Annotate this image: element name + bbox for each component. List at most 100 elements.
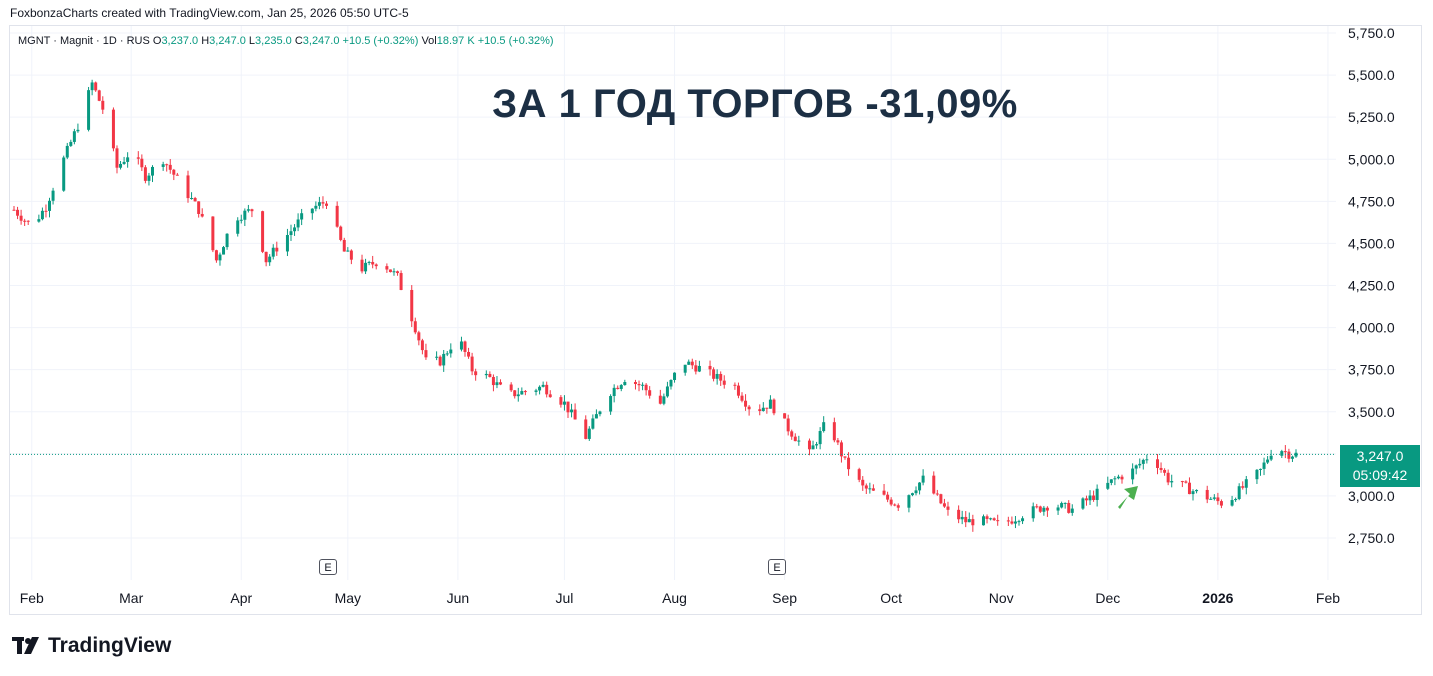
candle-body [960, 516, 964, 520]
candle-body [289, 231, 293, 236]
candle-body [65, 145, 69, 158]
candle-body [1230, 500, 1234, 506]
candle-body [463, 341, 467, 352]
candle-body [981, 516, 985, 526]
candle-body [989, 518, 993, 520]
candle-body [616, 387, 620, 389]
candle-body [946, 506, 950, 510]
candle-body [1219, 501, 1223, 506]
candle-body [48, 200, 52, 211]
candle-body [715, 373, 719, 379]
candle-body [708, 365, 712, 370]
candle-body [1195, 489, 1199, 492]
candle-body [271, 247, 275, 257]
candle-body [438, 356, 442, 366]
candle-body [236, 220, 240, 234]
candle-body [559, 397, 563, 405]
candle-body [697, 365, 701, 372]
candle-body [186, 175, 190, 199]
y-tick-label: 4,000.0 [1348, 320, 1395, 336]
candle-body [1280, 451, 1284, 456]
candle-body [342, 239, 346, 252]
candle-body [687, 361, 691, 365]
candle-body [694, 365, 698, 372]
candle-body [420, 340, 424, 351]
candle-body [832, 422, 836, 441]
candle-body [62, 157, 66, 191]
candle-body [744, 400, 748, 407]
candle-body [396, 271, 400, 274]
y-tick-label: 5,500.0 [1348, 67, 1395, 83]
low-value: 3,235.0 [255, 35, 292, 47]
candle-body [1120, 476, 1124, 480]
candle-body [122, 161, 126, 164]
last-price-value: 3,247.0 [1356, 448, 1404, 464]
candle-body [1109, 479, 1113, 483]
candle-body [761, 407, 765, 412]
candle-body [367, 261, 371, 263]
candle-body [843, 456, 847, 458]
candle-body [1113, 478, 1117, 480]
ohlc-legend: MGNT · Magnit · 1D · RUS O3,237.0 H3,247… [18, 35, 554, 47]
candle-body [360, 259, 364, 272]
last-price-badge: 3,247.0 05:09:42 [1340, 445, 1420, 487]
candle-body [275, 247, 279, 252]
candle-body [822, 422, 826, 432]
candle-body [811, 445, 815, 450]
candle-body [1255, 469, 1259, 480]
candle-body [392, 271, 396, 273]
candle-body [1138, 463, 1142, 466]
candle-body [413, 321, 417, 333]
x-tick-label: Feb [1316, 590, 1340, 606]
candle-body [410, 289, 414, 322]
candle-body [861, 479, 865, 486]
candle-body [857, 469, 861, 480]
candle-body [1205, 489, 1209, 500]
candle-body [541, 384, 545, 387]
candle-body [513, 390, 517, 397]
candle-body [534, 390, 538, 392]
candle-body [939, 494, 943, 504]
candle-body [1045, 507, 1049, 511]
candle-body [250, 209, 254, 212]
candle-body [733, 384, 737, 386]
candle-body [548, 394, 552, 398]
candle-body [239, 219, 243, 221]
candle-body [1131, 468, 1135, 480]
candle-body [921, 475, 925, 483]
candle-body [90, 82, 94, 91]
candle-body [197, 201, 201, 214]
candle-body [1092, 495, 1096, 500]
tradingview-logo[interactable]: TradingView [12, 634, 171, 658]
candle-body [1237, 486, 1241, 500]
high-label: H [201, 35, 210, 47]
candle-body [136, 157, 140, 159]
earnings-marker[interactable]: E [768, 559, 786, 575]
candle-body [371, 261, 375, 265]
candle-body [300, 213, 304, 220]
candle-body [321, 202, 325, 204]
candle-body [1145, 459, 1149, 461]
candle-body [225, 233, 229, 248]
candle-body [967, 519, 971, 523]
candle-body [1241, 486, 1245, 488]
candle-body [285, 235, 289, 252]
candle-body [325, 203, 329, 206]
y-tick-label: 5,750.0 [1348, 25, 1395, 41]
earnings-marker[interactable]: E [319, 559, 337, 575]
candle-body [1163, 469, 1167, 473]
candle-body [222, 247, 226, 255]
candle-body [942, 503, 946, 507]
candle-body [648, 390, 652, 396]
candle-body [683, 364, 687, 373]
candle-body [1088, 495, 1092, 501]
candle-body [1216, 497, 1220, 502]
candle-body [1191, 491, 1195, 495]
candle-body [190, 198, 194, 200]
candle-body [491, 376, 495, 386]
candle-body [1038, 506, 1042, 512]
candle-body [296, 219, 300, 228]
candle-body [1067, 502, 1071, 513]
candle-body [598, 411, 602, 415]
